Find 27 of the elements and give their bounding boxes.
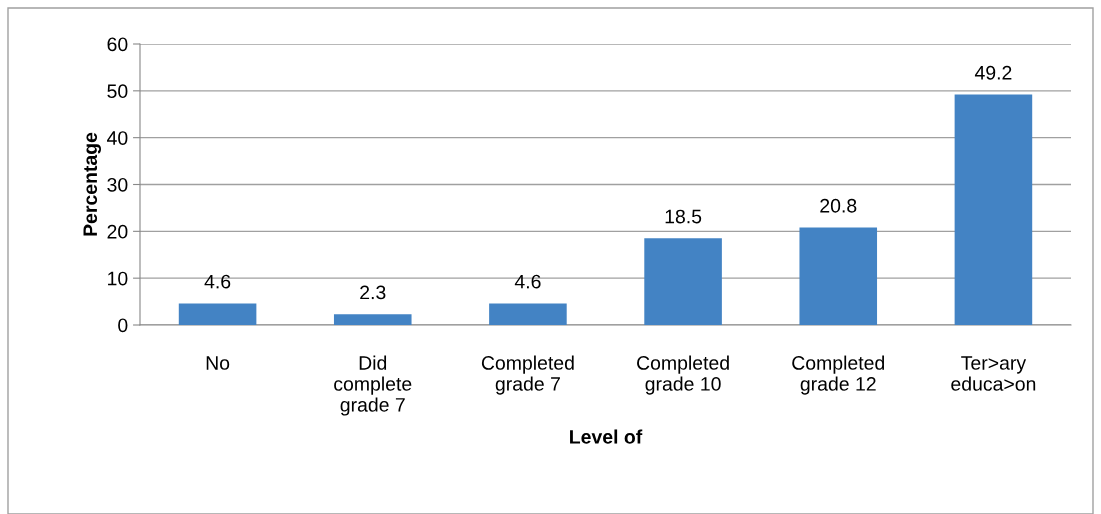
bar <box>644 238 722 325</box>
data-label: 18.5 <box>665 209 702 224</box>
bar <box>489 303 567 325</box>
data-label: 20.8 <box>820 198 857 213</box>
x-tick-label: Did complete grade 7 <box>334 355 412 416</box>
bar <box>799 227 878 325</box>
y-tick-label: 30 <box>107 177 128 192</box>
x-tick-label: Completed grade 10 <box>637 355 729 395</box>
y-tick-label: 10 <box>108 271 128 286</box>
x-tick-label: Completed grade 7 <box>481 355 574 395</box>
x-tick-label: No <box>206 356 230 370</box>
data-label: 49.2 <box>974 65 1012 80</box>
y-tick-label: 0 <box>118 318 128 333</box>
data-label: 4.6 <box>514 274 541 289</box>
x-axis-title: Level of <box>570 429 643 444</box>
bar <box>954 94 1033 325</box>
data-label: 2.3 <box>360 285 386 300</box>
y-tick-label: 20 <box>107 224 128 239</box>
y-tick-label: 60 <box>107 37 128 52</box>
y-axis-title: Percentage <box>83 132 102 236</box>
data-label: 4.6 <box>204 274 231 289</box>
x-tick-label: Ter>ary educa>on <box>951 356 1036 391</box>
bar <box>178 303 257 325</box>
y-tick-label: 40 <box>107 131 128 145</box>
x-tick-label: Completed grade 12 <box>792 355 885 395</box>
y-tick-label: 50 <box>107 84 128 99</box>
bar <box>333 314 412 325</box>
